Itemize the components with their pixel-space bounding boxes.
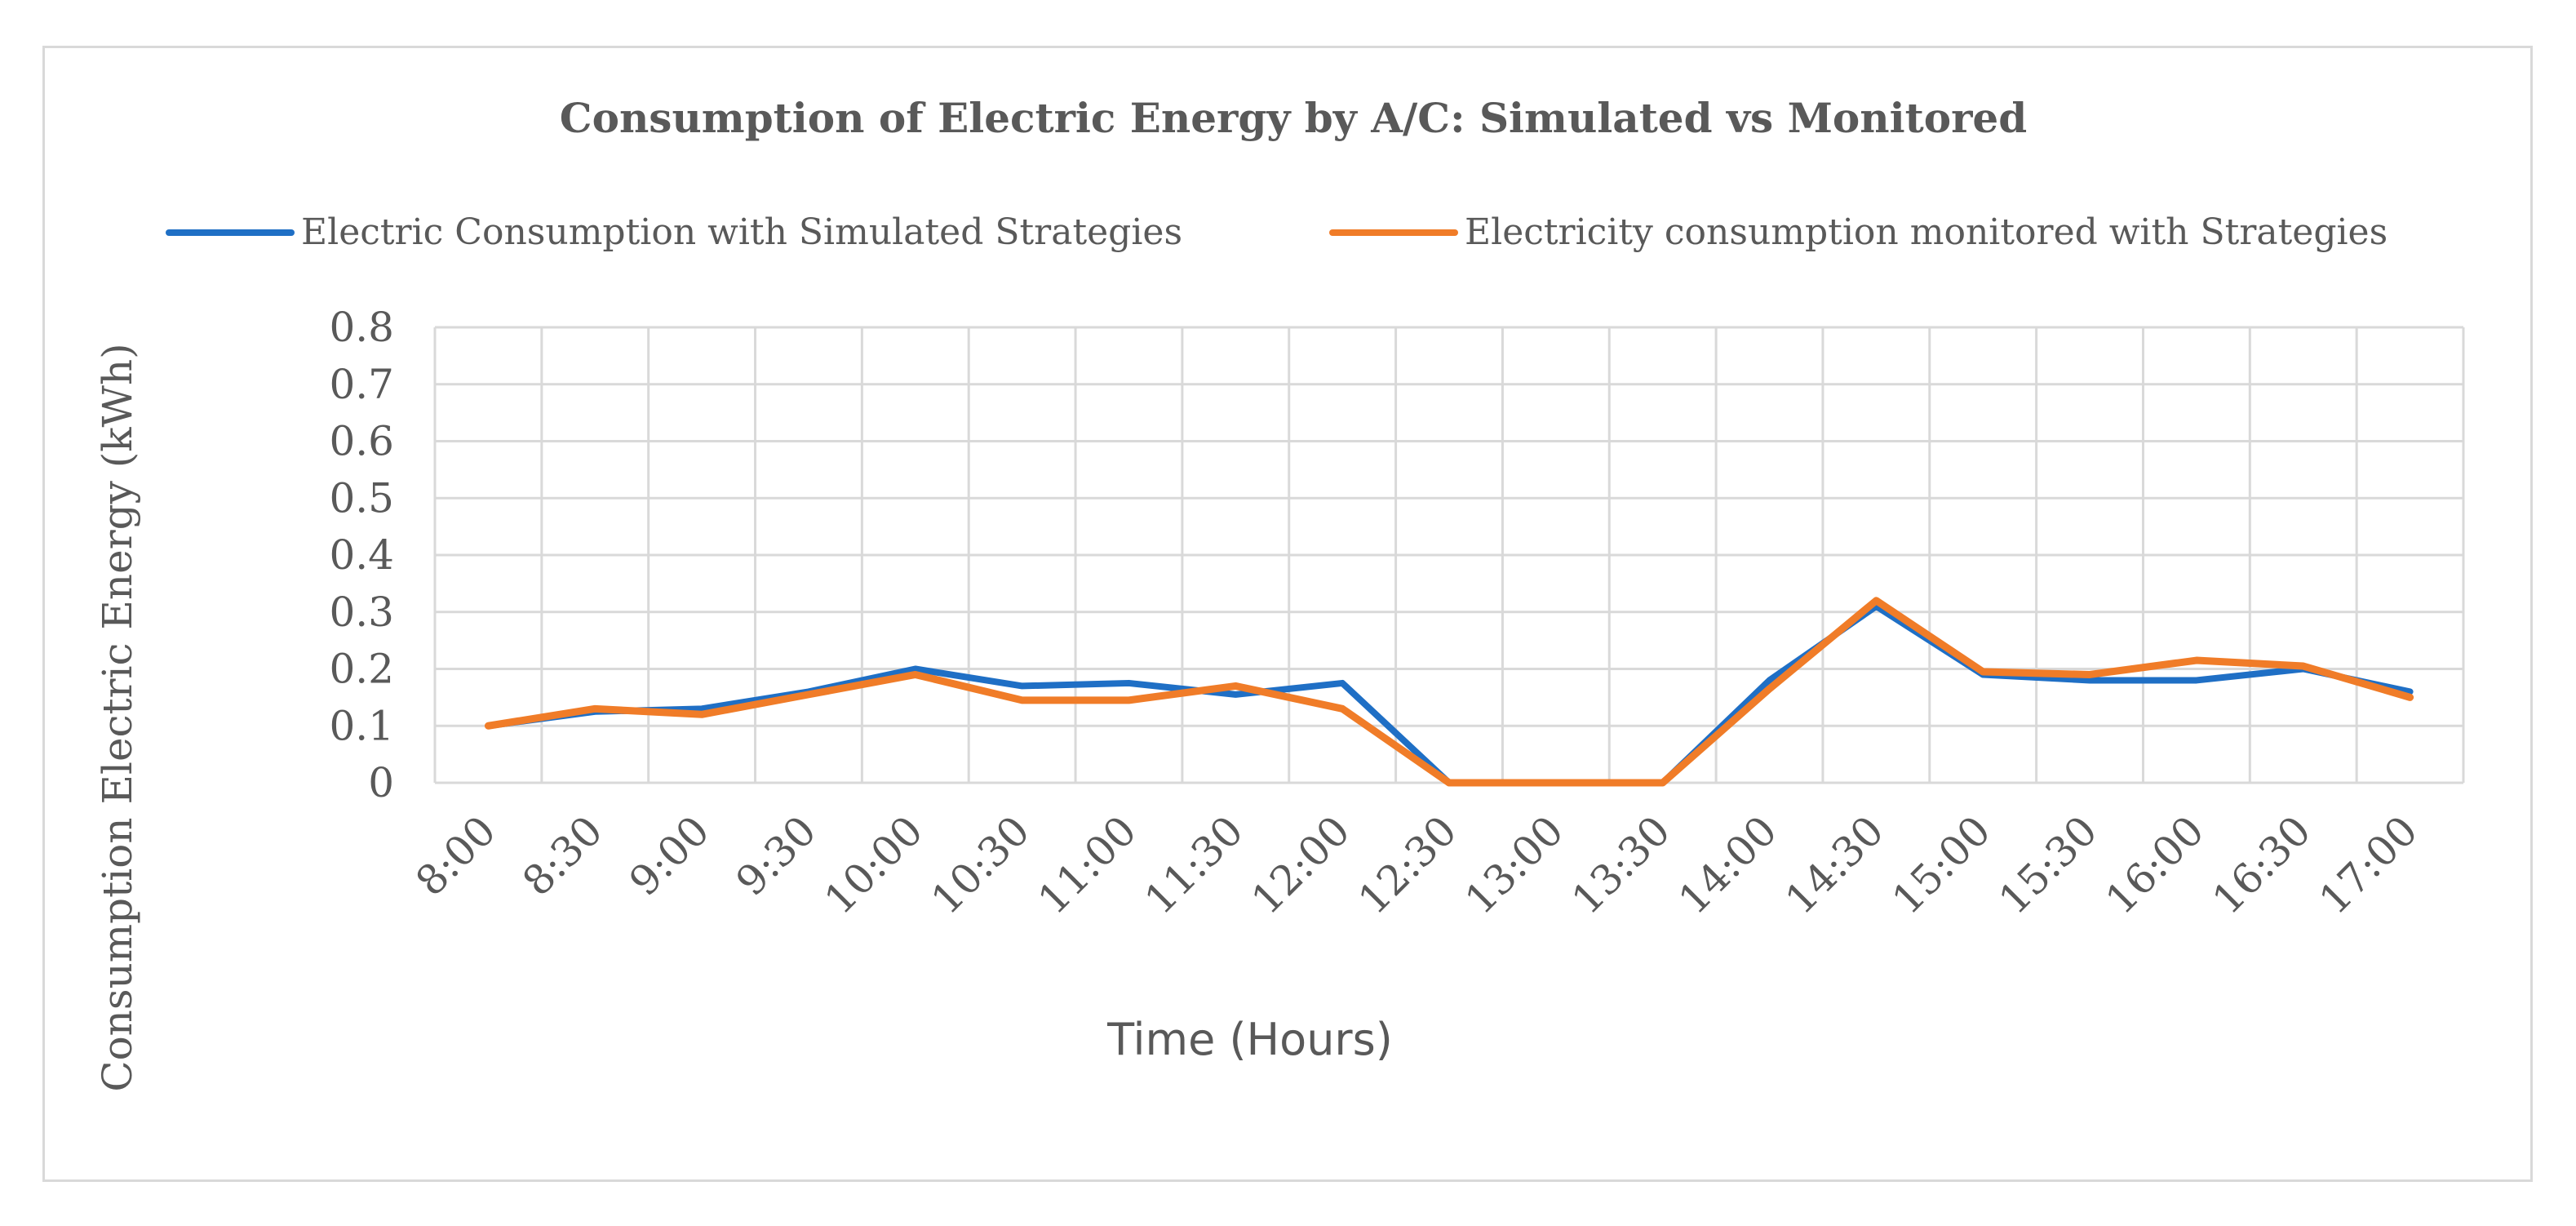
- x-tick-label: 14:00: [1669, 806, 1786, 923]
- x-tick-label: 10:30: [922, 806, 1039, 923]
- x-axis-ticks: 8:00 8:30 9:00 9:3010:0010:3011:0011:3012:0…: [406, 806, 2427, 923]
- x-tick-label: 15:30: [1990, 806, 2107, 923]
- chart-title: Consumption of Electric Energy by A/C: S…: [560, 94, 2027, 142]
- y-tick-label: 0.5: [329, 474, 394, 522]
- x-tick-label: 10:00: [815, 806, 932, 923]
- x-tick-label: 13:30: [1563, 806, 1679, 923]
- x-tick-label: 12:00: [1243, 806, 1359, 923]
- series-line-monitored: [484, 597, 2414, 787]
- x-tick-label: 16:00: [2096, 806, 2213, 923]
- chart-frame: Consumption of Electric Energy by A/C: S…: [42, 46, 2533, 1182]
- series-line-simulated: [485, 602, 2414, 786]
- y-tick-label: 0.1: [329, 702, 394, 749]
- x-tick-label: 14:30: [1776, 806, 1893, 923]
- x-tick-label: 11:00: [1029, 806, 1146, 923]
- legend: Electric Consumption with Simulated Stra…: [166, 211, 2388, 253]
- x-tick-label: 8:30: [513, 806, 611, 904]
- x-tick-label: 13:00: [1456, 806, 1572, 923]
- y-tick-label: 0.7: [329, 361, 394, 408]
- y-tick-label: 0.6: [329, 418, 394, 465]
- x-tick-label: 9:30: [727, 806, 825, 904]
- x-tick-label: 9:00: [620, 806, 718, 904]
- y-axis-label: Consumption Electric Energy (kWh): [94, 343, 141, 1091]
- x-tick-label: 11:30: [1136, 806, 1253, 923]
- y-tick-label: 0: [368, 759, 394, 806]
- y-tick-label: 0.8: [329, 304, 394, 351]
- data-series: [484, 597, 2414, 787]
- y-tick-label: 0.3: [329, 589, 394, 636]
- x-axis-label: Time (Hours): [1106, 1014, 1393, 1065]
- x-tick-label: 12:30: [1350, 806, 1466, 923]
- y-tick-label: 0.2: [329, 646, 394, 693]
- y-axis-ticks: 0 0.1 0.2 0.3 0.4 0.5 0.6 0.7 0.8: [329, 304, 394, 806]
- x-tick-label: 16:30: [2203, 806, 2320, 923]
- y-tick-label: 0.4: [329, 531, 394, 579]
- legend-label-monitored: Electricity consumption monitored with S…: [1465, 211, 2388, 253]
- legend-label-simulated: Electric Consumption with Simulated Stra…: [301, 211, 1182, 253]
- line-chart: Consumption of Electric Energy by A/C: S…: [94, 94, 2465, 1092]
- x-tick-label: 15:00: [1883, 806, 2000, 923]
- gridlines: [433, 326, 2465, 784]
- x-tick-label: 8:00: [406, 806, 504, 904]
- x-tick-label: 17:00: [2310, 806, 2427, 923]
